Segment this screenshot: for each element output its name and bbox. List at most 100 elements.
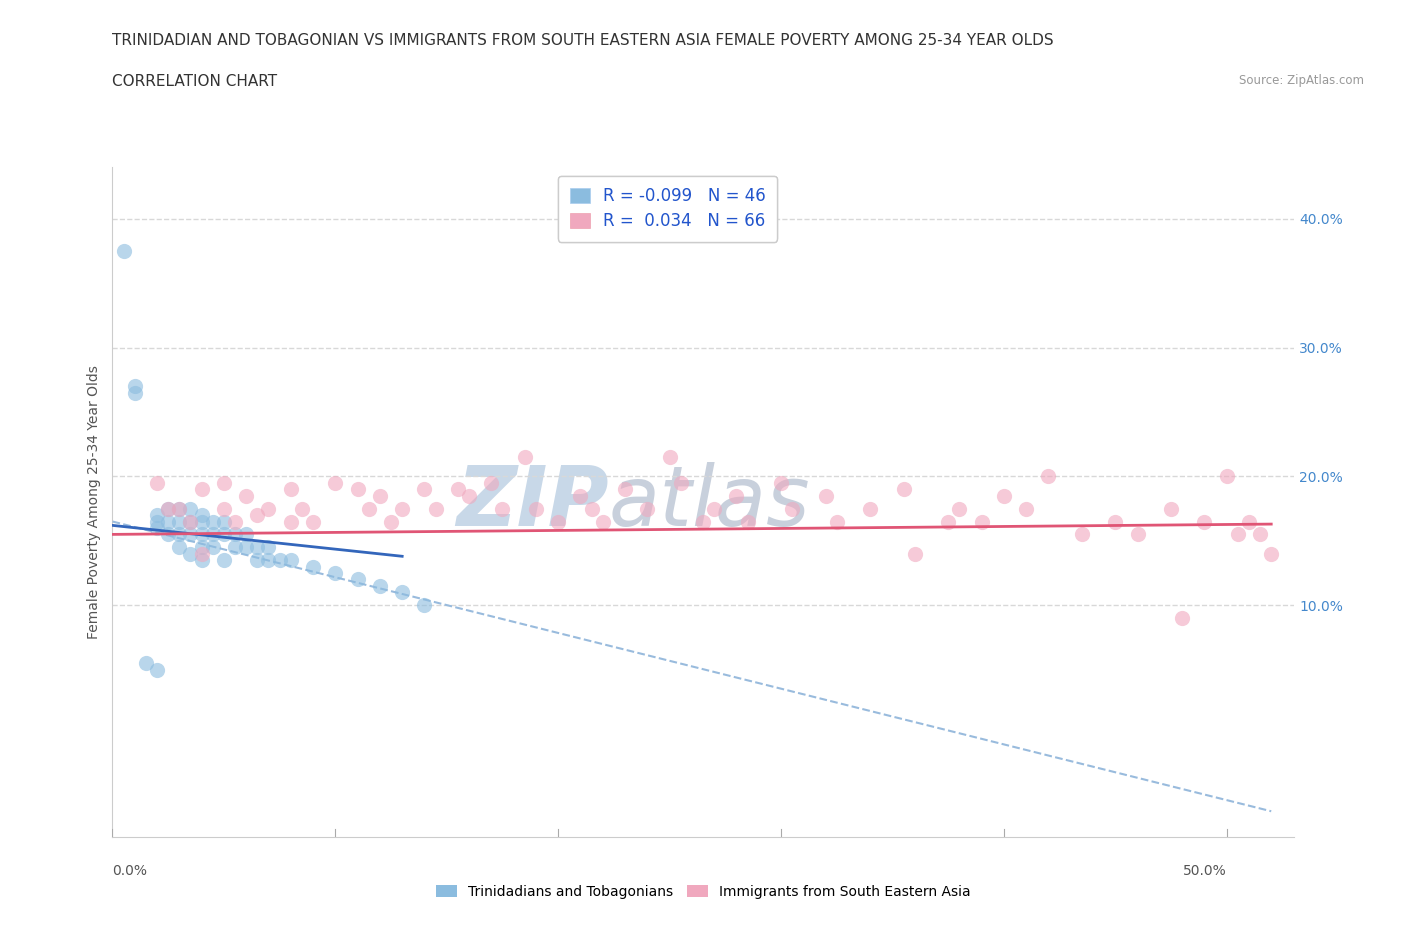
Point <box>269 552 291 567</box>
Point <box>1249 527 1271 542</box>
Point <box>1194 514 1216 529</box>
Point <box>368 578 391 593</box>
Point <box>235 527 257 542</box>
Point <box>302 514 325 529</box>
Point <box>658 450 681 465</box>
Point <box>235 539 257 554</box>
Point <box>124 385 146 400</box>
Point <box>190 539 212 554</box>
Point <box>246 539 269 554</box>
Point <box>413 598 436 613</box>
Point <box>169 501 191 516</box>
Point <box>179 546 201 561</box>
Point <box>323 475 346 490</box>
Point <box>669 475 692 490</box>
Point <box>569 488 592 503</box>
Text: 50.0%: 50.0% <box>1182 864 1226 878</box>
Point <box>190 514 212 529</box>
Point <box>124 379 146 393</box>
Point <box>179 527 201 542</box>
Point <box>447 482 470 497</box>
Point <box>491 501 513 516</box>
Point <box>1215 469 1237 484</box>
Point <box>814 488 837 503</box>
Point <box>257 552 280 567</box>
Point <box>993 488 1015 503</box>
Point <box>725 488 748 503</box>
Point <box>169 514 191 529</box>
Point <box>368 488 391 503</box>
Point <box>201 514 224 529</box>
Point <box>212 552 235 567</box>
Point <box>224 514 246 529</box>
Point <box>581 501 603 516</box>
Point <box>291 501 314 516</box>
Point <box>246 508 269 523</box>
Point <box>212 475 235 490</box>
Point <box>893 482 915 497</box>
Point <box>323 565 346 580</box>
Point <box>280 482 302 497</box>
Point <box>112 244 135 259</box>
Text: CORRELATION CHART: CORRELATION CHART <box>112 74 277 89</box>
Point <box>235 488 257 503</box>
Point <box>1260 546 1282 561</box>
Point <box>391 501 413 516</box>
Point <box>190 527 212 542</box>
Point <box>280 514 302 529</box>
Point <box>547 514 569 529</box>
Point <box>146 475 169 490</box>
Point <box>212 527 235 542</box>
Point <box>458 488 481 503</box>
Text: atlas: atlas <box>609 461 810 543</box>
Point <box>179 514 201 529</box>
Point <box>1015 501 1038 516</box>
Point <box>157 501 180 516</box>
Point <box>825 514 848 529</box>
Point <box>636 501 658 516</box>
Point <box>1226 527 1249 542</box>
Point <box>224 527 246 542</box>
Point <box>703 501 725 516</box>
Point <box>769 475 792 490</box>
Point <box>246 552 269 567</box>
Point <box>692 514 714 529</box>
Point <box>146 514 169 529</box>
Point <box>859 501 882 516</box>
Text: Source: ZipAtlas.com: Source: ZipAtlas.com <box>1239 74 1364 87</box>
Point <box>425 501 447 516</box>
Point <box>169 527 191 542</box>
Point <box>391 585 413 600</box>
Text: 0.0%: 0.0% <box>112 864 148 878</box>
Point <box>190 508 212 523</box>
Point <box>201 539 224 554</box>
Legend: Trinidadians and Tobagonians, Immigrants from South Eastern Asia: Trinidadians and Tobagonians, Immigrants… <box>430 880 976 905</box>
Point <box>157 514 180 529</box>
Point <box>146 508 169 523</box>
Point <box>179 514 201 529</box>
Point <box>413 482 436 497</box>
Point <box>257 539 280 554</box>
Point <box>190 482 212 497</box>
Point <box>346 572 368 587</box>
Point <box>357 501 380 516</box>
Point <box>737 514 759 529</box>
Point <box>1038 469 1060 484</box>
Point <box>190 546 212 561</box>
Point <box>224 539 246 554</box>
Point <box>524 501 547 516</box>
Point <box>190 552 212 567</box>
Point <box>592 514 614 529</box>
Point <box>146 521 169 536</box>
Point <box>135 656 157 671</box>
Y-axis label: Female Poverty Among 25-34 Year Olds: Female Poverty Among 25-34 Year Olds <box>87 365 101 639</box>
Point <box>257 501 280 516</box>
Point <box>1237 514 1260 529</box>
Point <box>302 559 325 574</box>
Point <box>1126 527 1149 542</box>
Point <box>280 552 302 567</box>
Legend: R = -0.099   N = 46, R =  0.034   N = 66: R = -0.099 N = 46, R = 0.034 N = 66 <box>558 176 778 242</box>
Point <box>1160 501 1182 516</box>
Point <box>948 501 970 516</box>
Point <box>936 514 959 529</box>
